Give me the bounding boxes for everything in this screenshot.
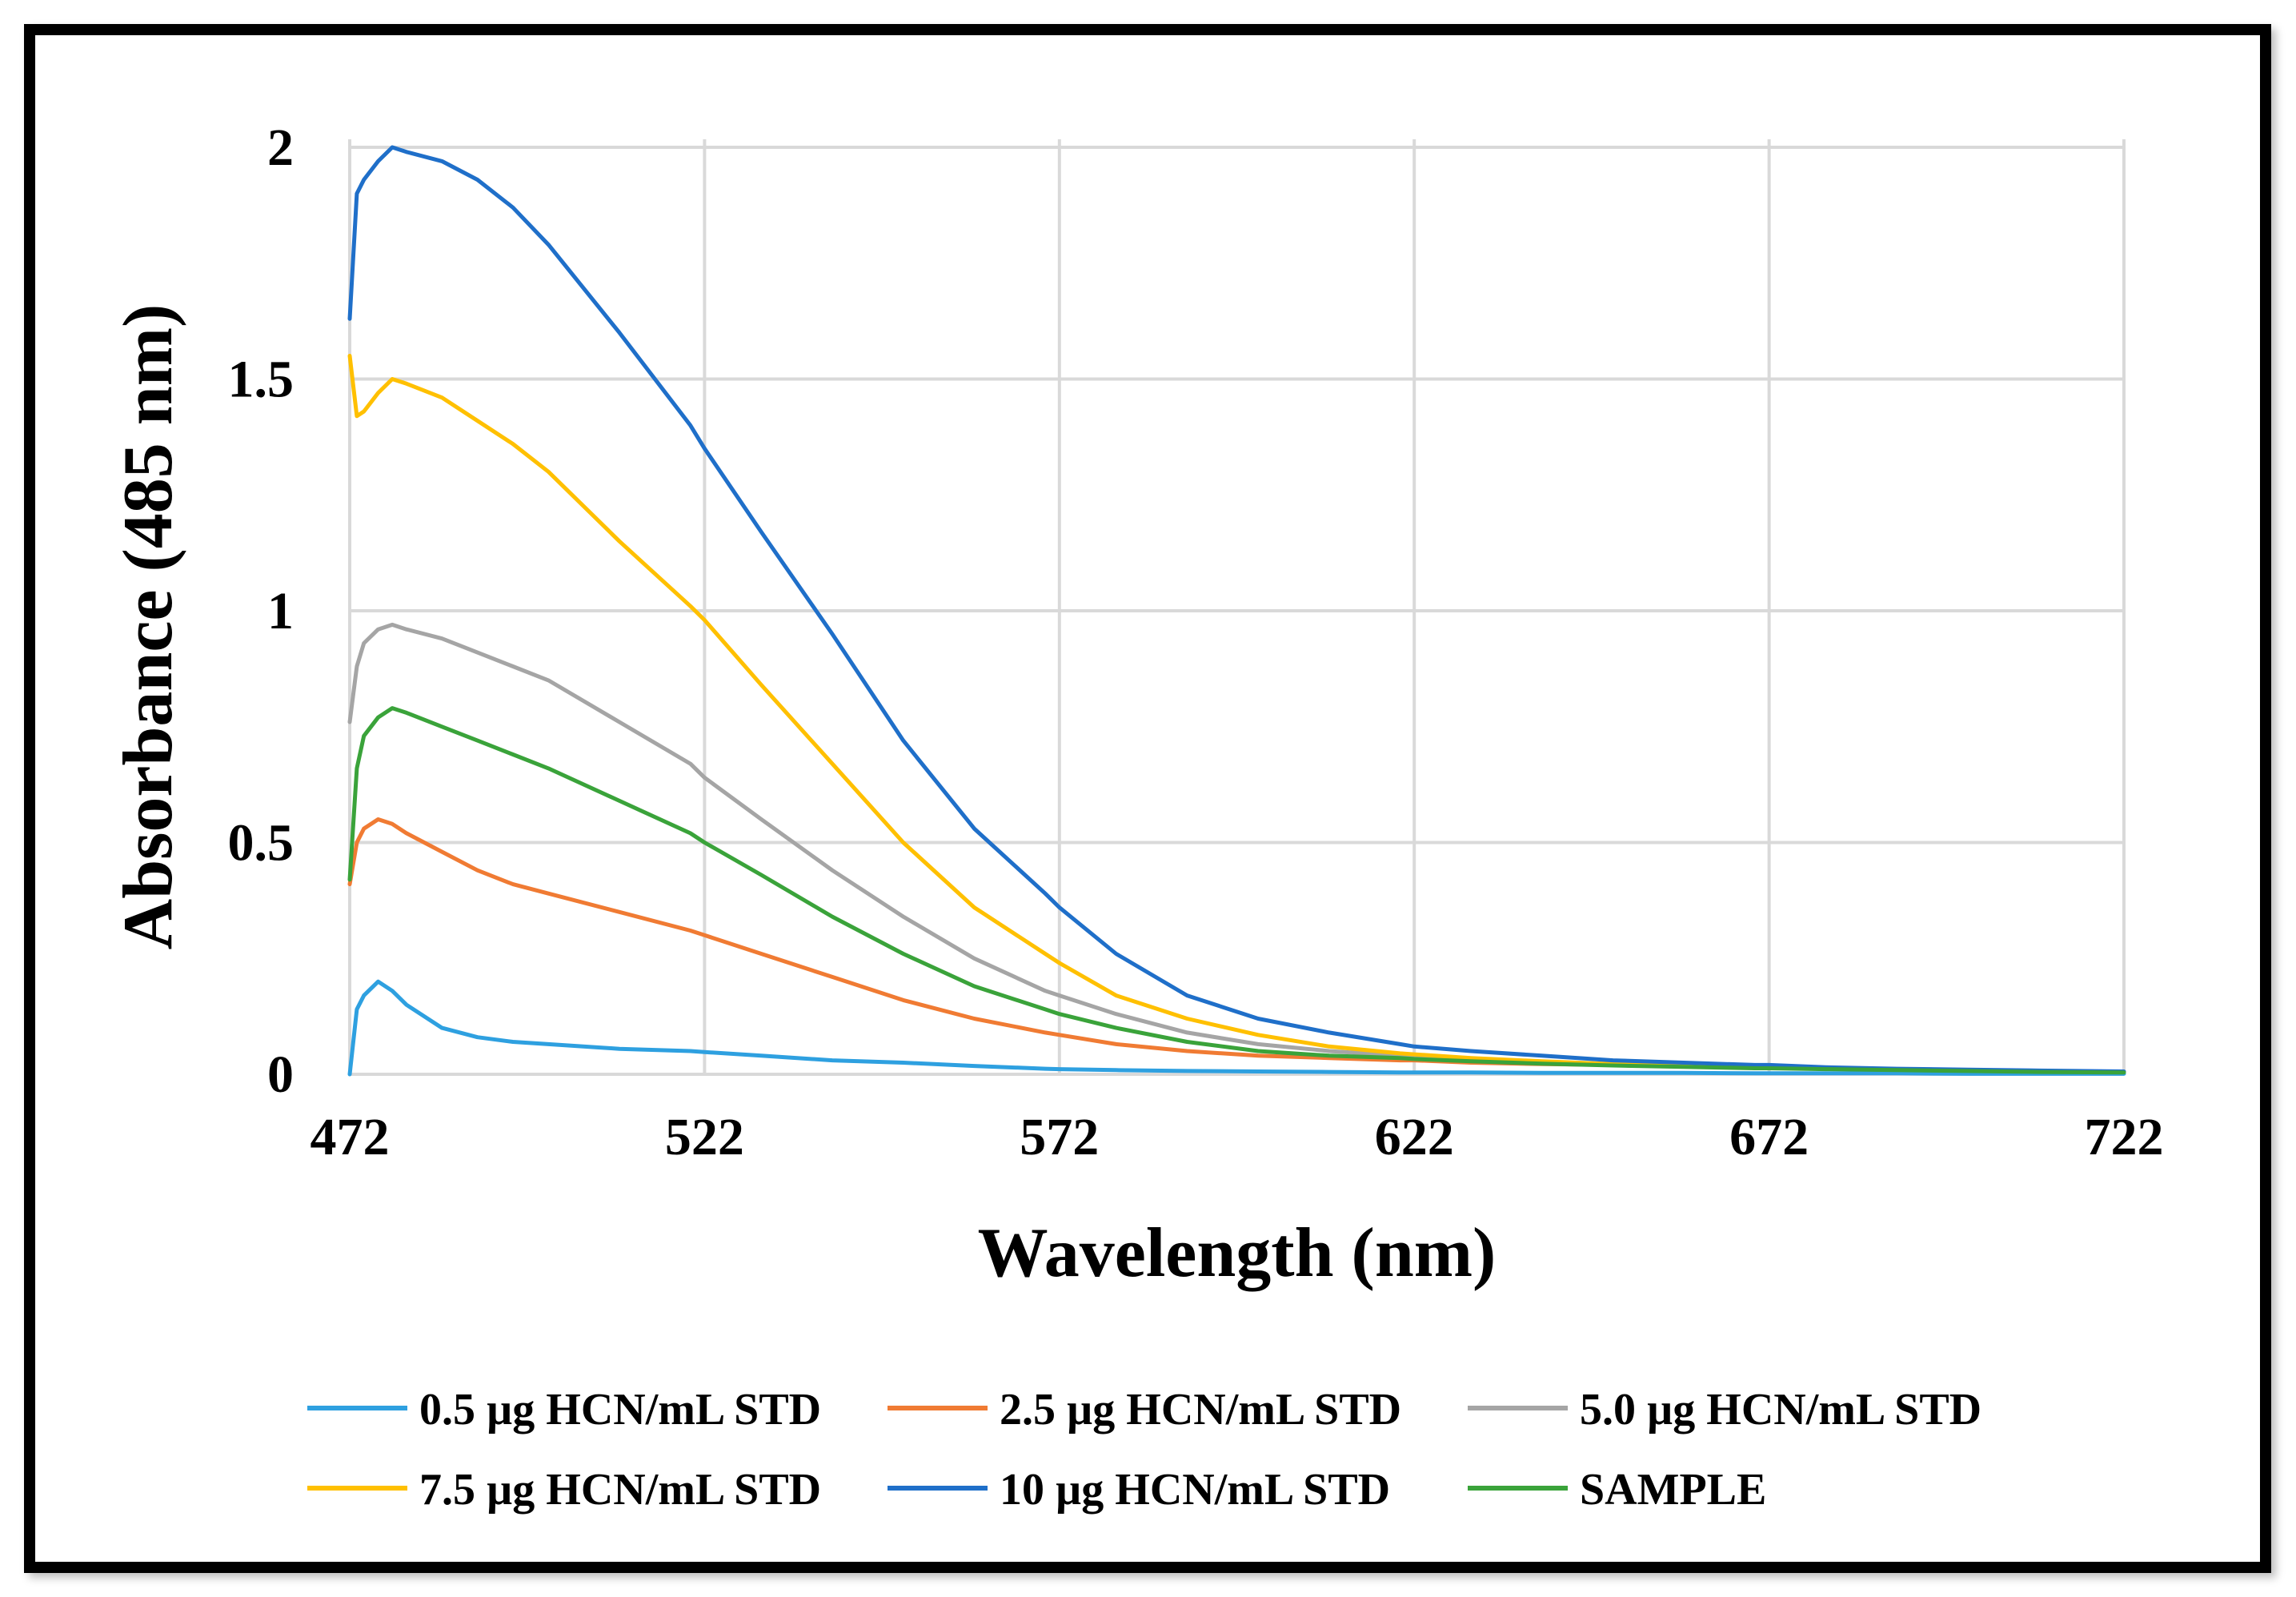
grid	[348, 139, 2126, 1076]
series-line	[347, 622, 2126, 1074]
x-tick-label: 722	[2085, 1108, 2164, 1166]
x-tick-label: 472	[311, 1108, 390, 1166]
series-line	[347, 706, 2126, 1075]
y-tick-label: 0.5	[228, 814, 295, 873]
x-axis-label: Wavelength (nm)	[978, 1214, 1497, 1292]
series-lines	[347, 145, 2126, 1077]
legend-label: 0.5 µg HCN/mL STD	[419, 1385, 821, 1434]
x-tick-label: 522	[665, 1108, 744, 1166]
line-chart: 472 522 572 622 672 722 0 0.5 1 1.5 2 Wavelength (…	[110, 118, 2164, 1515]
x-tick-label: 672	[1729, 1108, 1809, 1166]
series-line	[347, 145, 2126, 1073]
legend-label: 7.5 µg HCN/mL STD	[419, 1465, 821, 1515]
legend-label: 2.5 µg HCN/mL STD	[1000, 1385, 1401, 1434]
series-line	[347, 979, 2126, 1077]
tick-labels: 472 522 572 622 672 722 0 0.5 1 1.5 2	[228, 118, 2164, 1166]
legend: 0.5 µg HCN/mL STD 2.5 µg HCN/mL STD 5.0 µg…	[307, 1385, 1981, 1515]
legend-label: 5.0 µg HCN/mL STD	[1580, 1385, 1981, 1434]
x-tick-label: 572	[1020, 1108, 1099, 1166]
y-tick-label: 2	[267, 118, 294, 177]
y-tick-label: 1.5	[228, 351, 295, 409]
x-tick-label: 622	[1375, 1108, 1454, 1166]
series-line	[347, 817, 2126, 1074]
legend-label: 10 µg HCN/mL STD	[1000, 1465, 1390, 1515]
y-tick-label: 1	[267, 582, 294, 640]
legend-label: SAMPLE	[1580, 1465, 1766, 1515]
series-line	[347, 354, 2126, 1074]
y-tick-label: 0	[267, 1045, 294, 1104]
chart-frame: 472 522 572 622 672 722 0 0.5 1 1.5 2 Wavelength (…	[24, 24, 2271, 1573]
y-axis-label: Absorbance (485 nm)	[110, 304, 187, 950]
